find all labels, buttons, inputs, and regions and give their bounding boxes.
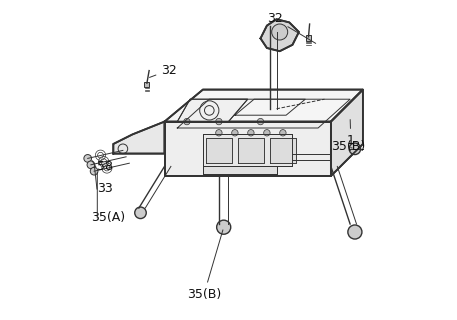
Polygon shape (144, 82, 149, 87)
Circle shape (90, 167, 98, 175)
Polygon shape (331, 90, 363, 176)
Polygon shape (238, 138, 264, 163)
Circle shape (280, 130, 286, 136)
Text: 35(B): 35(B) (187, 230, 223, 300)
Circle shape (264, 130, 270, 136)
Polygon shape (203, 166, 276, 174)
Text: 32: 32 (149, 64, 177, 77)
Text: 35(B): 35(B) (331, 140, 365, 153)
Text: 58: 58 (97, 160, 113, 172)
Polygon shape (177, 99, 248, 122)
Text: 33: 33 (97, 182, 113, 195)
Circle shape (257, 118, 264, 125)
Text: 35(A): 35(A) (91, 211, 125, 224)
Circle shape (135, 207, 146, 219)
Circle shape (87, 161, 95, 169)
Polygon shape (206, 138, 232, 163)
Circle shape (216, 130, 222, 136)
Circle shape (184, 118, 190, 125)
Circle shape (84, 155, 91, 162)
Polygon shape (165, 90, 363, 122)
Circle shape (248, 130, 254, 136)
Circle shape (272, 24, 288, 40)
Polygon shape (165, 122, 331, 176)
Circle shape (349, 143, 361, 155)
Circle shape (232, 130, 238, 136)
Polygon shape (203, 134, 292, 166)
Circle shape (348, 225, 362, 239)
Text: 32: 32 (267, 12, 316, 44)
Circle shape (216, 118, 222, 125)
Polygon shape (270, 138, 296, 163)
Polygon shape (306, 35, 311, 41)
Text: 1: 1 (347, 120, 355, 147)
Polygon shape (260, 19, 299, 51)
Polygon shape (113, 122, 165, 154)
Circle shape (217, 220, 231, 234)
